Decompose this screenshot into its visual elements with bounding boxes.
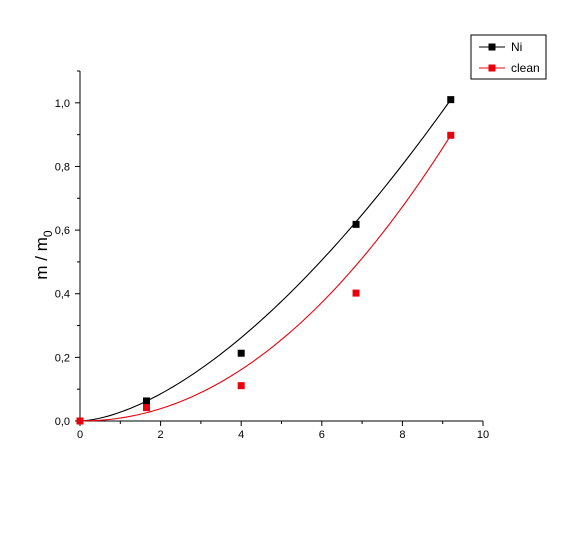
data-point-clean <box>76 417 84 425</box>
data-point-Ni <box>237 349 245 357</box>
x-tick-label: 4 <box>238 429 244 441</box>
y-axis-label-subscript: 0 <box>41 230 55 237</box>
data-point-Ni <box>142 397 150 405</box>
legend-label-Ni: Ni <box>511 40 522 54</box>
legend-marker-Ni <box>488 43 496 51</box>
data-points <box>76 96 455 425</box>
x-tick-label: 0 <box>77 429 83 441</box>
x-tick-label: 10 <box>477 429 489 441</box>
fit-curve-Ni <box>79 99 452 422</box>
y-tick-label: 0,4 <box>55 289 70 301</box>
legend-box <box>470 34 547 80</box>
y-axis-label: m / m0 <box>32 230 55 280</box>
legend-marker-clean <box>488 64 496 72</box>
x-tick-label: 2 <box>158 429 164 441</box>
legend-label-clean: clean <box>511 61 540 75</box>
data-point-clean <box>142 404 150 412</box>
x-tick-label: 8 <box>399 429 405 441</box>
y-tick-label: 0,8 <box>55 161 70 173</box>
data-point-clean <box>352 289 360 297</box>
data-point-Ni <box>352 220 360 228</box>
legend: Ni clean <box>470 34 547 80</box>
data-point-clean <box>447 131 455 139</box>
y-tick-label: 0,0 <box>55 416 70 428</box>
data-point-clean <box>237 382 245 390</box>
axes: 0 2 4 6 8 10 0,0 0,2 0,4 0,6 0,8 1,0 <box>55 70 489 441</box>
fit-curve-clean <box>79 134 452 422</box>
y-tick-label: 1,0 <box>55 98 70 110</box>
y-tick-label: 0,6 <box>55 225 70 237</box>
y-tick-label: 0,2 <box>55 352 70 364</box>
x-tick-label: 6 <box>319 429 325 441</box>
data-point-Ni <box>447 96 455 104</box>
fit-curves <box>79 99 452 422</box>
